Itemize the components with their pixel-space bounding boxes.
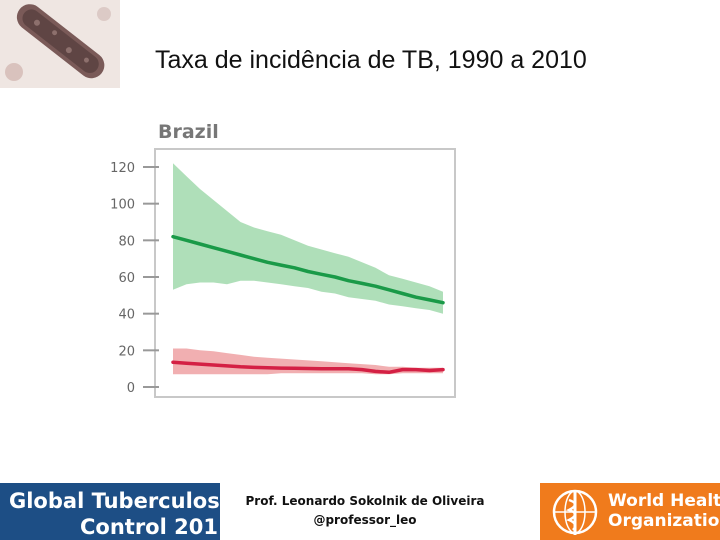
banner-line-1: Global Tuberculosis	[9, 489, 240, 513]
author-credit: Prof. Leonardo Sokolnik de Oliveira @pro…	[230, 492, 500, 530]
author-handle: @professor_leo	[313, 513, 417, 527]
hiv_positive-line	[171, 360, 445, 375]
who-logo: World Health Organization	[540, 483, 720, 540]
y-tick-label: 60	[118, 271, 135, 286]
who-wordmark: World Health Organization	[608, 491, 720, 531]
incidence-line	[171, 234, 445, 305]
series-lines	[171, 234, 445, 375]
who-line-2: Organization	[608, 511, 720, 531]
y-axis: 0 20 40 60 80 100 120	[110, 161, 159, 396]
who-emblem-icon	[552, 489, 598, 535]
y-tick-label: 80	[118, 234, 135, 249]
bacteria-image	[0, 0, 120, 88]
chart-title: Brazil	[158, 121, 219, 143]
who-line-1: World Health	[608, 491, 720, 511]
author-name: Prof. Leonardo Sokolnik de Oliveira	[245, 494, 485, 508]
banner-line-2: Control 2011	[80, 515, 233, 539]
y-tick-label: 100	[110, 198, 135, 213]
tb-incidence-chart: Brazil 0 20 40 60 80 100 120	[110, 121, 456, 398]
y-tick-label: 40	[118, 308, 135, 323]
y-tick-label: 0	[127, 381, 135, 396]
y-tick-label: 20	[118, 344, 135, 359]
incidence-band	[173, 163, 443, 314]
slide-title: Taxa de incidência de TB, 1990 a 2010	[155, 46, 587, 74]
y-tick-label: 120	[110, 161, 135, 176]
global-tb-control-banner: Global Tuberculosis Control 2011	[0, 483, 239, 540]
